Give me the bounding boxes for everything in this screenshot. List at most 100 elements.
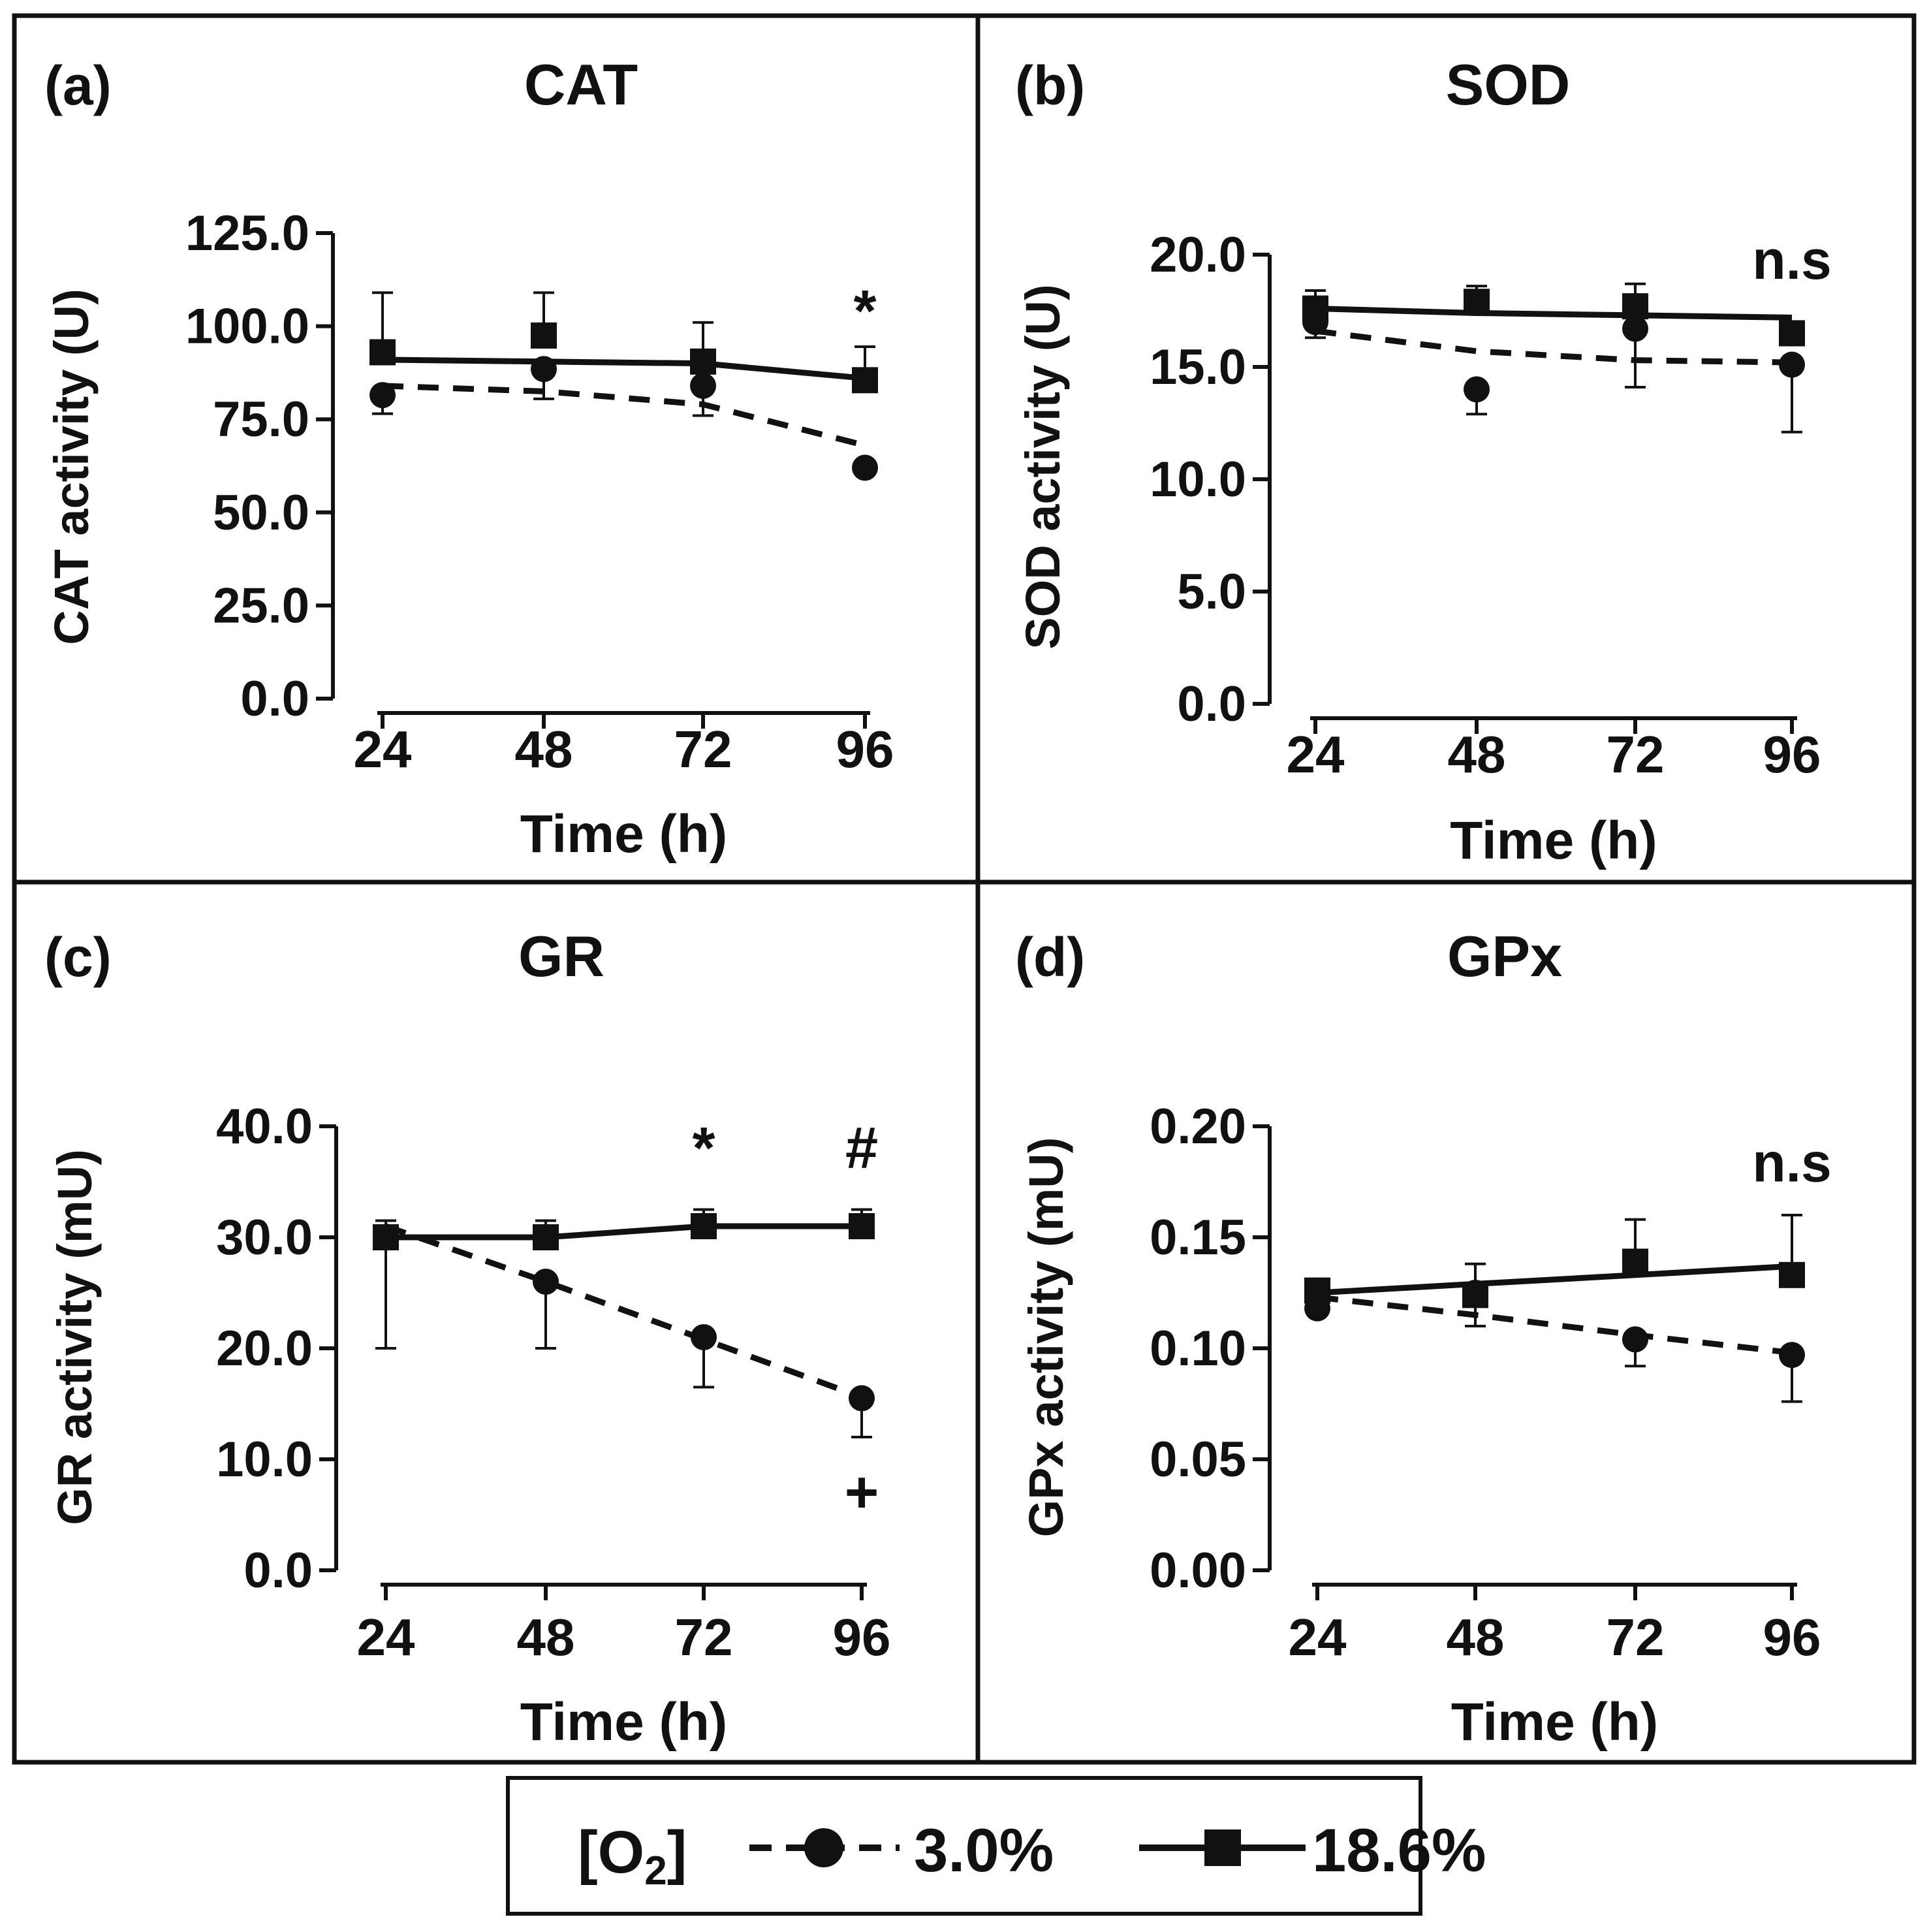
y-tick-label: 0.05 bbox=[1150, 1432, 1246, 1487]
x-tick-label: 96 bbox=[1763, 725, 1821, 784]
series-3-0 bbox=[1302, 309, 1805, 434]
x-tick-label: 96 bbox=[833, 1608, 891, 1666]
x-tick-label: 72 bbox=[675, 1608, 733, 1666]
y-tick-label: 75.0 bbox=[213, 392, 309, 447]
x-tick-label: 24 bbox=[1289, 1608, 1347, 1666]
series-3-0 bbox=[373, 1223, 875, 1438]
y-tick-label: 50.0 bbox=[213, 485, 309, 541]
x-tick-label: 48 bbox=[517, 1608, 575, 1666]
data-point-square bbox=[531, 322, 557, 349]
y-axis-title: GPx activity (mU) bbox=[1019, 1137, 1073, 1538]
significance-marker: + bbox=[845, 1460, 879, 1525]
x-tick-label: 48 bbox=[1448, 725, 1506, 784]
y-tick-label: 5.0 bbox=[1177, 564, 1246, 620]
x-tick-label: 96 bbox=[1763, 1608, 1821, 1666]
data-point-circle bbox=[1622, 315, 1648, 342]
data-point-circle bbox=[1464, 376, 1490, 403]
x-tick-label: 96 bbox=[836, 720, 894, 778]
x-axis-title: Time (h) bbox=[1450, 811, 1657, 870]
data-point-circle bbox=[691, 1324, 717, 1350]
data-point-square bbox=[1622, 293, 1648, 320]
y-axis-title: GR activity (mU) bbox=[48, 1149, 102, 1525]
panel-label: (a) bbox=[44, 55, 112, 116]
legend-label-18-6: 18.6% bbox=[1312, 1816, 1486, 1884]
fit-line bbox=[1315, 306, 1793, 321]
y-tick-label: 40.0 bbox=[216, 1099, 313, 1154]
legend-label-3-0: 3.0% bbox=[914, 1816, 1054, 1884]
series-18-6 bbox=[1302, 282, 1805, 347]
series-3-0 bbox=[369, 356, 878, 481]
fit-line bbox=[1317, 1263, 1793, 1296]
data-point-square bbox=[533, 1224, 559, 1250]
data-point-circle bbox=[533, 1269, 559, 1295]
x-tick-label: 24 bbox=[357, 1608, 415, 1666]
data-point-square bbox=[1304, 1277, 1330, 1304]
chart-panel-gr: (c) GR 0.0 10.0 20.0 30.0 40.0 24 48 72 96 Time (h)… bbox=[44, 924, 890, 1752]
series-18-6 bbox=[1304, 1214, 1805, 1308]
chart-title: GPx bbox=[1447, 924, 1562, 989]
significance-marker: * bbox=[692, 1116, 715, 1181]
significance-marker: n.s bbox=[1752, 1132, 1831, 1193]
significance-marker: # bbox=[845, 1116, 878, 1181]
panel-label: (d) bbox=[1015, 926, 1085, 988]
data-point-circle bbox=[852, 454, 878, 481]
fit-line bbox=[1315, 328, 1793, 366]
x-tick-label: 48 bbox=[515, 720, 573, 778]
data-point-square bbox=[1622, 1248, 1648, 1275]
data-point-circle bbox=[849, 1385, 875, 1412]
chart-panel-sod: (b) SOD 0.0 5.0 10.0 15.0 20.0 24 48 72 96 Time (h)… bbox=[1015, 52, 1832, 870]
data-point-square bbox=[690, 348, 716, 375]
legend-box bbox=[506, 1776, 1422, 1916]
x-tick-label: 24 bbox=[1287, 725, 1345, 784]
data-point-square bbox=[1779, 320, 1805, 347]
series-18-6 bbox=[373, 1208, 875, 1250]
x-axis-title: Time (h) bbox=[520, 804, 727, 864]
chart-panel-cat: (a) CAT 0.0 25.0 50.0 75.0 100.0 125.0 24 48 72 96 T… bbox=[44, 52, 894, 864]
y-tick-label: 30.0 bbox=[216, 1210, 313, 1265]
y-tick-label: 10.0 bbox=[216, 1432, 313, 1487]
panel-label: (c) bbox=[44, 926, 112, 988]
legend-title: [O2] bbox=[578, 1819, 687, 1893]
y-tick-label: 0.0 bbox=[243, 1543, 313, 1598]
y-axis-title: SOD activity (U) bbox=[1016, 284, 1070, 649]
legend-marker-circle bbox=[804, 1828, 843, 1867]
significance-marker: n.s bbox=[1752, 229, 1831, 291]
y-tick-label: 125.0 bbox=[185, 206, 309, 261]
x-tick-label: 72 bbox=[674, 720, 732, 778]
panel-frame bbox=[12, 13, 1917, 1765]
data-point-square bbox=[1462, 1282, 1488, 1308]
data-point-circle bbox=[1779, 351, 1805, 378]
x-tick-label: 48 bbox=[1447, 1608, 1505, 1666]
data-point-square bbox=[1302, 295, 1328, 322]
chart-title: CAT bbox=[524, 52, 638, 117]
y-tick-label: 20.0 bbox=[1150, 227, 1246, 283]
x-tick-label: 72 bbox=[1607, 1608, 1665, 1666]
y-tick-label: 20.0 bbox=[216, 1321, 313, 1376]
series-18-6 bbox=[369, 291, 878, 394]
series-3-0 bbox=[1304, 1280, 1805, 1403]
x-axis-title: Time (h) bbox=[1451, 1692, 1658, 1752]
y-tick-label: 0.0 bbox=[240, 671, 309, 727]
x-axis-title: Time (h) bbox=[520, 1692, 727, 1752]
chart-title: SOD bbox=[1446, 52, 1571, 117]
data-point-circle bbox=[1622, 1326, 1648, 1353]
fit-line bbox=[382, 383, 866, 449]
data-point-square bbox=[691, 1213, 717, 1239]
fit-line bbox=[382, 356, 866, 381]
fit-line bbox=[1317, 1294, 1793, 1356]
x-tick-label: 24 bbox=[354, 720, 412, 778]
data-point-square bbox=[849, 1213, 875, 1239]
y-axis-title: CAT activity (U) bbox=[44, 289, 99, 644]
y-tick-label: 0.20 bbox=[1150, 1099, 1246, 1154]
panel-label: (b) bbox=[1015, 55, 1085, 116]
data-point-square bbox=[369, 339, 396, 366]
legend: [O2] 3.0% 18.6% bbox=[506, 1776, 1486, 1916]
legend-marker-square bbox=[1204, 1829, 1241, 1866]
chart-panel-gpx: (d) GPx 0.00 0.05 0.10 0.15 0.20 24 48 72 96 Time (… bbox=[1015, 924, 1832, 1752]
y-tick-label: 0.0 bbox=[1177, 676, 1246, 732]
data-point-square bbox=[852, 367, 878, 394]
y-tick-label: 15.0 bbox=[1150, 340, 1246, 395]
y-tick-label: 0.15 bbox=[1150, 1210, 1246, 1265]
y-tick-label: 0.00 bbox=[1150, 1543, 1246, 1598]
